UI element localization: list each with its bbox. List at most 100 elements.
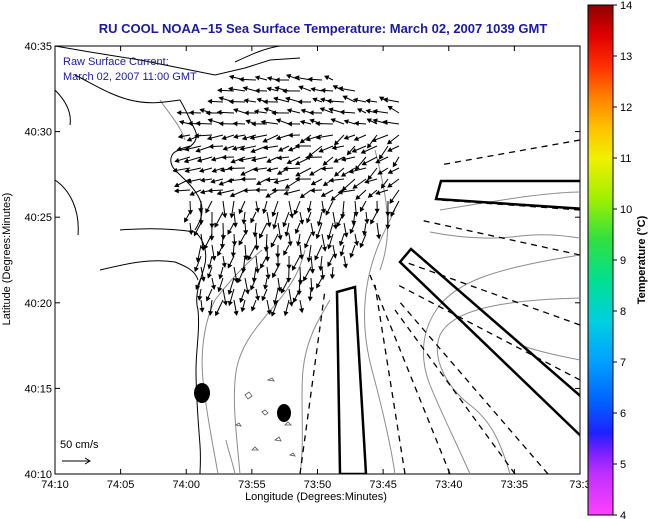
current-vector <box>327 233 334 250</box>
colorbar-tick-label: 10 <box>620 204 632 216</box>
current-vector <box>265 189 279 198</box>
current-vector <box>254 233 260 251</box>
current-vector <box>298 85 312 92</box>
current-vector <box>198 211 204 225</box>
current-vector <box>243 98 257 104</box>
current-vector <box>318 145 334 153</box>
current-vector <box>321 233 328 252</box>
current-vector <box>277 145 290 152</box>
current-vector <box>198 167 213 173</box>
current-vector <box>262 134 279 143</box>
current-vector <box>324 75 334 81</box>
current-vector <box>361 156 378 166</box>
current-vector <box>282 166 301 172</box>
current-vector <box>332 211 338 230</box>
current-vector <box>371 134 389 143</box>
current-vector <box>375 156 389 164</box>
colorbar-tick-label: 13 <box>620 51 632 63</box>
current-vector <box>365 98 378 104</box>
current-vector <box>346 145 356 156</box>
current-vector <box>310 222 316 237</box>
x-tick-label: 74:00 <box>172 479 200 491</box>
current-vector <box>276 277 282 293</box>
current-vector <box>238 76 257 83</box>
current-vector <box>334 167 345 177</box>
current-vector <box>285 96 301 103</box>
current-vector <box>197 288 203 301</box>
current-vector <box>392 156 400 168</box>
current-vector <box>207 255 213 270</box>
shipping-lanes <box>335 179 580 474</box>
current-vector <box>221 134 235 141</box>
current-vector <box>244 277 250 295</box>
current-vector <box>351 145 367 153</box>
current-vector <box>195 244 202 263</box>
current-vector <box>387 105 400 114</box>
current-vector <box>240 176 257 182</box>
current-vector <box>218 266 224 280</box>
current-vector <box>314 244 323 261</box>
current-vector <box>374 200 380 214</box>
current-vector <box>194 133 213 139</box>
current-vector <box>294 222 301 235</box>
current-vector <box>188 222 194 236</box>
current-vector <box>340 156 356 162</box>
current-vector <box>200 266 206 282</box>
legend-timestamp: March 02, 2007 11:00 GMT <box>63 71 197 83</box>
current-vector <box>367 189 378 198</box>
colorbar-tick-label: 14 <box>620 0 632 12</box>
current-vector <box>281 88 301 94</box>
current-vector <box>315 134 334 140</box>
current-vector <box>195 277 202 290</box>
current-vector <box>239 288 246 304</box>
colorbar-tick-label: 9 <box>620 255 626 267</box>
current-vector <box>354 120 367 127</box>
current-vector <box>333 156 345 163</box>
current-vector <box>333 134 345 146</box>
current-vector <box>315 222 323 240</box>
current-vector <box>237 266 246 284</box>
current-vector <box>328 177 345 183</box>
current-vector <box>287 233 293 247</box>
current-vector <box>273 178 290 185</box>
current-vector <box>222 288 228 306</box>
current-vector <box>233 133 246 139</box>
current-vector <box>353 233 360 247</box>
current-vector <box>207 98 224 105</box>
current-vector <box>342 95 356 103</box>
current-vector <box>240 299 246 313</box>
current-vector <box>326 222 334 241</box>
x-axis-ticks: 74:10 74:05 74:00 73:55 73:50 73:45 73:40 73:35… <box>41 46 591 491</box>
current-vector <box>327 255 334 268</box>
current-vector <box>367 167 378 181</box>
current-vector <box>349 222 356 235</box>
current-vector <box>210 156 224 162</box>
current-vector <box>266 156 279 163</box>
surface-current-vectors <box>172 73 400 317</box>
current-vector <box>211 167 224 173</box>
current-vector <box>230 156 246 164</box>
current-vector <box>310 178 323 186</box>
current-vector <box>243 110 257 116</box>
current-vector <box>207 188 224 194</box>
current-vector <box>189 189 202 196</box>
current-vector <box>227 165 246 171</box>
current-vector <box>227 86 246 92</box>
current-vector <box>210 178 224 184</box>
current-vector <box>250 156 268 163</box>
current-vector <box>295 167 312 177</box>
y-axis-ticks: 40:35 40:30 40:25 40:20 40:15 40:10 <box>24 41 580 481</box>
current-vector <box>277 222 283 241</box>
current-vector <box>184 211 191 223</box>
current-vector <box>214 211 224 228</box>
colorbar <box>587 4 614 516</box>
current-vector <box>283 244 290 256</box>
current-vector <box>355 189 367 200</box>
current-vector <box>320 165 334 172</box>
current-vector <box>336 211 345 228</box>
coastline <box>55 46 301 474</box>
current-vector <box>211 244 217 261</box>
current-vector <box>338 86 356 92</box>
current-vector <box>216 109 235 115</box>
current-vector <box>282 211 290 228</box>
